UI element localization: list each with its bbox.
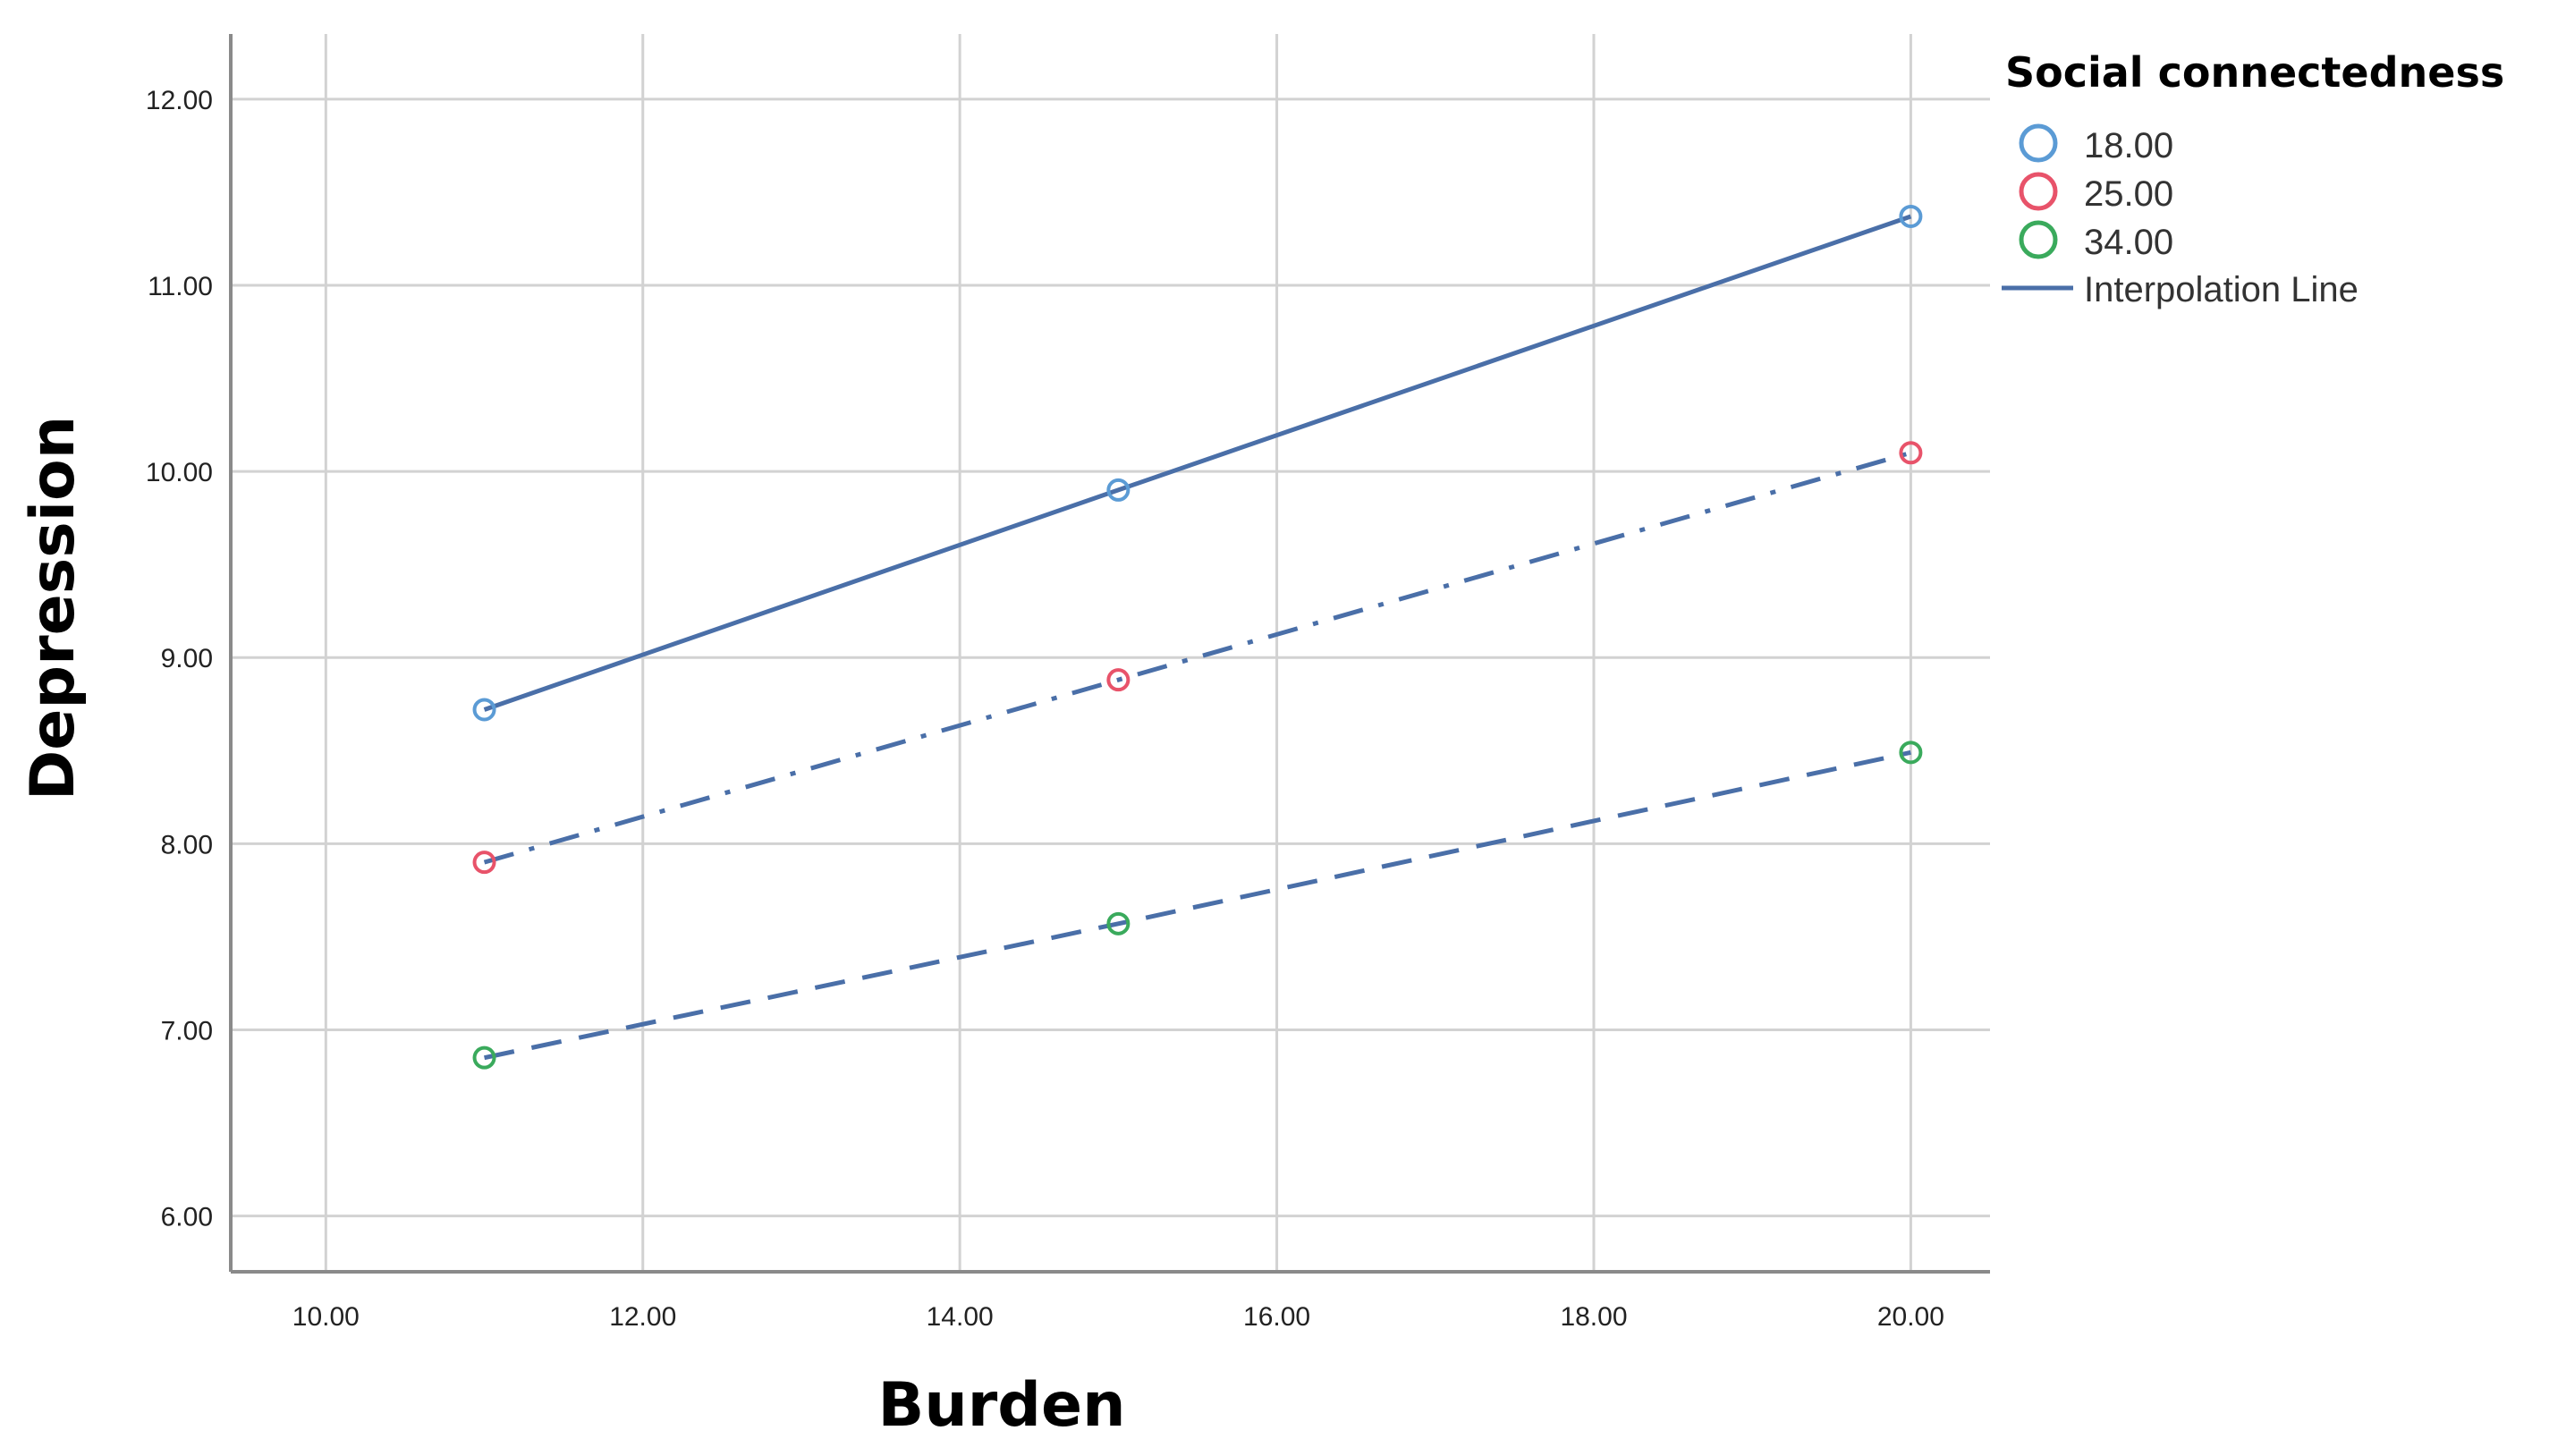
- y-tick-label: 7.00: [161, 1016, 213, 1045]
- legend-interpolation-label: Interpolation Line: [2084, 270, 2359, 309]
- x-tick-label: 10.00: [292, 1302, 360, 1332]
- data-point-25.00-2: [1899, 441, 1923, 465]
- x-axis-title: Burden: [878, 1370, 1126, 1441]
- legend: Social connectedness 18.00 25.00 34.00 Int…: [2002, 48, 2504, 309]
- x-tick-label: 16.00: [1243, 1302, 1310, 1332]
- legend-marker-34.00: [2019, 220, 2058, 259]
- legend-marker-25.00: [2019, 172, 2058, 211]
- series-lines: [483, 214, 1912, 1061]
- y-tick-label: 10.00: [146, 458, 213, 487]
- series-line-18.00: [483, 214, 1912, 712]
- x-tick-label: 18.00: [1560, 1302, 1627, 1332]
- data-point-25.00-1: [1106, 668, 1131, 692]
- data-point-34.00-0: [472, 1045, 496, 1070]
- tick-labels: 10.00 12.00 14.00 16.00 18.00 20.00 6.00 7.00 8.…: [146, 86, 1944, 1332]
- y-tick-label: 6.00: [161, 1203, 213, 1232]
- y-tick-label: 11.00: [148, 272, 213, 301]
- data-point-18.00-1: [1106, 478, 1131, 502]
- data-points: [472, 204, 1923, 1070]
- y-tick-label: 8.00: [161, 830, 213, 859]
- y-axis-title: Depression: [18, 416, 89, 800]
- legend-label-25.00: 25.00: [2084, 174, 2173, 214]
- data-point-34.00-1: [1106, 911, 1131, 935]
- legend-marker-18.00: [2019, 123, 2058, 163]
- data-point-18.00-2: [1899, 204, 1923, 228]
- legend-title: Social connectedness: [2005, 48, 2504, 97]
- data-point-18.00-0: [472, 698, 496, 722]
- series-line-34.00: [484, 749, 1911, 1061]
- data-point-34.00-2: [1899, 741, 1923, 765]
- legend-label-18.00: 18.00: [2084, 126, 2173, 165]
- y-tick-label: 9.00: [161, 644, 213, 673]
- y-tick-label: 12.00: [146, 86, 213, 115]
- data-point-25.00-0: [472, 851, 496, 875]
- axes: [229, 34, 1990, 1274]
- x-tick-label: 14.00: [927, 1302, 994, 1332]
- grid: [231, 34, 1990, 1272]
- x-tick-label: 12.00: [609, 1302, 676, 1332]
- series-line-25.00: [483, 450, 1912, 865]
- legend-items: 18.00 25.00 34.00: [2019, 123, 2173, 262]
- legend-label-34.00: 34.00: [2084, 223, 2173, 262]
- x-tick-label: 20.00: [1877, 1302, 1944, 1332]
